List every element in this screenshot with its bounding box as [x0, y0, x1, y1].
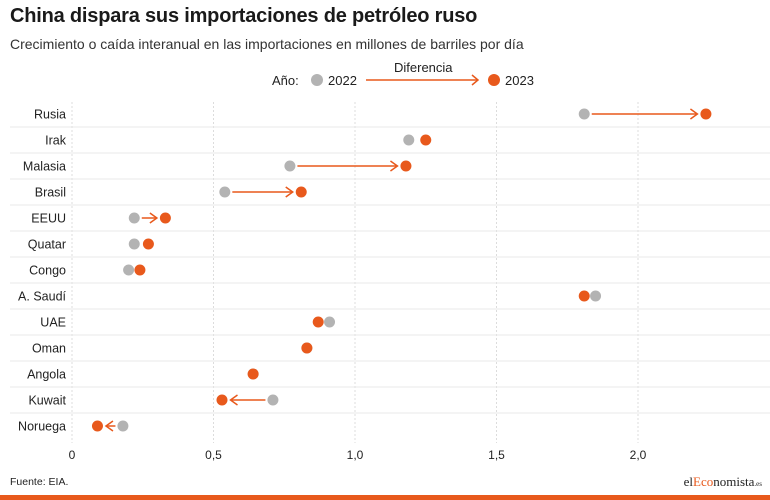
source-note: Fuente: EIA.	[10, 476, 69, 488]
dot-2022	[590, 290, 602, 302]
dot-2023	[700, 108, 712, 120]
dot-2023	[400, 160, 412, 172]
category-label: Angola	[27, 368, 66, 382]
category-label: A. Saudí	[18, 290, 66, 304]
arrow-head	[390, 160, 399, 172]
arrow-head	[104, 420, 114, 432]
dot-2022	[284, 160, 296, 172]
arrow-head	[285, 186, 295, 198]
category-label: UAE	[40, 316, 66, 330]
bottom-accent-bar	[0, 495, 770, 500]
legend: Año: 2022 Diferencia 2023	[0, 58, 770, 94]
arrow-head	[229, 394, 238, 406]
dot-2022	[123, 264, 135, 276]
legend-2023-label: 2023	[505, 73, 534, 88]
dot-2023	[247, 368, 259, 380]
x-tick-label: 1,0	[347, 448, 364, 462]
category-label: Rusia	[34, 108, 66, 122]
dot-2023	[216, 394, 228, 406]
dot-2022	[117, 420, 129, 432]
legend-2023-dot	[488, 74, 500, 86]
category-label: Quatar	[28, 238, 66, 252]
dot-2022	[219, 186, 231, 198]
dot-2023	[578, 290, 590, 302]
dot-2022	[128, 238, 140, 250]
x-tick-label: 0,5	[205, 448, 222, 462]
chart-title: China dispara sus importaciones de petró…	[10, 5, 478, 27]
publisher-logo: elEconomista.es	[683, 474, 762, 489]
legend-2022-dot	[311, 74, 323, 86]
dot-2023	[301, 342, 313, 354]
category-label: Brasil	[35, 186, 66, 200]
dot-2022	[403, 134, 415, 146]
dot-2022	[128, 212, 140, 224]
category-label: Congo	[29, 264, 66, 278]
dot-2023	[91, 420, 103, 432]
dot-2023	[142, 238, 154, 250]
category-label: Kuwait	[28, 394, 66, 408]
legend-diff-label: Diferencia	[394, 60, 453, 75]
dot-2022	[267, 394, 279, 406]
category-label: Irak	[45, 134, 67, 148]
x-tick-label: 0	[69, 448, 76, 462]
category-label: Noruega	[18, 420, 66, 434]
dot-2023	[159, 212, 171, 224]
dot-2023	[134, 264, 146, 276]
dot-2023	[420, 134, 432, 146]
legend-diff-arrow	[366, 74, 480, 86]
dot-2022	[324, 316, 336, 328]
arrow-head	[149, 212, 159, 224]
dot-plot: 0 0,5 1,0 1,5 2,0 Rusia Irak Malasia Brasil EEUU Q…	[10, 102, 770, 462]
category-label: EEUU	[31, 212, 66, 226]
dot-2023	[312, 316, 324, 328]
x-tick-label: 2,0	[630, 448, 647, 462]
x-tick-label: 1,5	[488, 448, 505, 462]
chart-subtitle: Crecimiento o caída interanual en las im…	[10, 36, 524, 52]
legend-prefix: Año:	[272, 73, 299, 88]
dot-2023	[295, 186, 307, 198]
arrow-head	[689, 108, 699, 120]
legend-2022-label: 2022	[328, 73, 357, 88]
category-label: Oman	[32, 342, 66, 356]
dot-2022	[578, 108, 590, 120]
category-label: Malasia	[23, 160, 66, 174]
